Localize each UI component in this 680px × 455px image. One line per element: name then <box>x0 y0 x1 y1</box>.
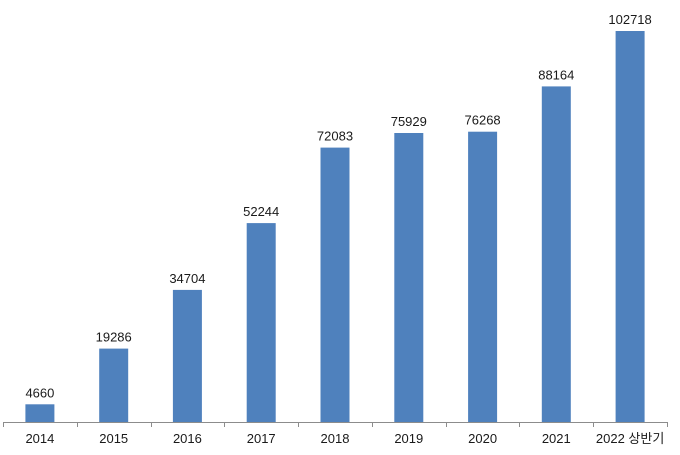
data-label-2020: 76268 <box>465 113 501 128</box>
bar-2021 <box>541 86 571 423</box>
x-tick-label-2019: 2019 <box>394 431 423 446</box>
bar-2016 <box>172 289 202 422</box>
bar-2019 <box>394 133 424 422</box>
x-tick-label-2021: 2021 <box>542 431 571 446</box>
data-label-2015: 19286 <box>96 330 132 345</box>
data-label-2019: 75929 <box>391 114 427 129</box>
data-label-2017: 52244 <box>243 204 279 219</box>
data-label-2022 상반기: 102718 <box>608 12 651 27</box>
x-tick-label-2017: 2017 <box>247 431 276 446</box>
x-axis-labels-group: 2014 2015 2016 2017 2018 2019 2020 2021 2022 상반기 <box>25 431 664 446</box>
bar-2017 <box>246 223 276 422</box>
data-label-2018: 72083 <box>317 129 353 144</box>
data-label-2016: 34704 <box>169 271 205 286</box>
x-tick-label-2016: 2016 <box>173 431 202 446</box>
data-label-2021: 88164 <box>538 67 574 82</box>
x-tick-label-2018: 2018 <box>321 431 350 446</box>
x-tick-label-2015: 2015 <box>99 431 128 446</box>
bar-2018 <box>320 147 350 422</box>
bar-2015 <box>99 348 129 422</box>
data-label-2014: 4660 <box>25 385 54 400</box>
bar-2020 <box>468 131 498 422</box>
bar-2014 <box>25 404 55 422</box>
x-tick-label-2020: 2020 <box>468 431 497 446</box>
x-tick-label-2022 상반기: 2022 상반기 <box>596 431 664 446</box>
value-labels-group: 4660 19286 34704 52244 72083 75929 76268 88164 1… <box>25 12 651 400</box>
bars-group <box>25 31 645 423</box>
x-axis-ticks-group <box>3 422 668 427</box>
x-tick-label-2014: 2014 <box>25 431 54 446</box>
bar-2022 상반기 <box>615 31 645 422</box>
